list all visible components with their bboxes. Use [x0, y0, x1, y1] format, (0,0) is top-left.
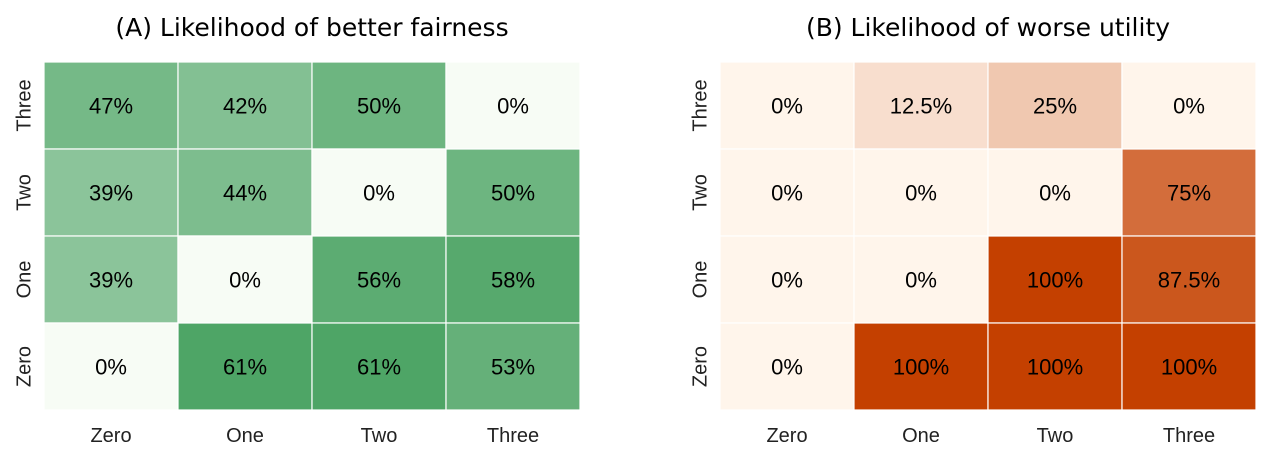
cell-value-label: 100% — [1027, 355, 1083, 380]
heatmap-panel-a: (A) Likelihood of better fairness 47% 42% 5… — [13, 13, 581, 447]
y-tick-label: Two — [689, 174, 711, 211]
cell-value-label: 0% — [1039, 181, 1071, 206]
y-tick-label: One — [13, 261, 35, 299]
x-tick-label: Two — [361, 425, 398, 447]
cell-value-label: 61% — [223, 355, 267, 380]
cell-value-label: 0% — [771, 181, 803, 206]
heatmap-cell — [853, 148, 989, 237]
cell-value-label: 0% — [1173, 94, 1205, 119]
heatmap-cell — [987, 61, 1123, 150]
heatmap-cell — [43, 322, 179, 411]
heatmap-cell — [445, 322, 581, 411]
heatmap-cell — [177, 61, 313, 150]
x-tick-label: One — [902, 425, 940, 447]
heatmap-panel-b: (B) Likelihood of worse utility 0% 12.5% 25… — [689, 13, 1257, 447]
cell-value-label: 0% — [771, 268, 803, 293]
cell-value-label: 53% — [491, 355, 535, 380]
cell-value-label: 0% — [905, 268, 937, 293]
cell-value-label: 75% — [1167, 181, 1211, 206]
x-tick-label: Zero — [90, 425, 131, 447]
y-tick-label: Zero — [689, 346, 711, 387]
cell-value-label: 56% — [357, 268, 401, 293]
heatmap-cell — [1121, 235, 1257, 324]
heatmap-cell — [445, 61, 581, 150]
cell-value-label: 0% — [905, 181, 937, 206]
chart-title: (A) Likelihood of better fairness — [115, 13, 508, 42]
heatmap-cell — [987, 322, 1123, 411]
y-tick-label: Three — [13, 79, 35, 131]
cell-value-label: 61% — [357, 355, 401, 380]
y-tick-label: Zero — [13, 346, 35, 387]
cell-value-label: 47% — [89, 94, 133, 119]
heatmap-cell — [719, 148, 855, 237]
cell-value-label: 39% — [89, 181, 133, 206]
x-tick-label: Two — [1037, 425, 1074, 447]
heatmap-cell — [853, 61, 989, 150]
heatmap-cell — [1121, 61, 1257, 150]
heatmap-cell — [1121, 322, 1257, 411]
heatmap-cell — [177, 148, 313, 237]
cell-value-label: 0% — [497, 94, 529, 119]
chart-title: (B) Likelihood of worse utility — [806, 13, 1170, 42]
heatmap-cell — [987, 148, 1123, 237]
cell-value-label: 0% — [363, 181, 395, 206]
x-tick-label: One — [226, 425, 264, 447]
x-tick-label: Three — [487, 425, 539, 447]
heatmap-cell — [719, 322, 855, 411]
cell-value-label: 42% — [223, 94, 267, 119]
cell-value-label: 0% — [771, 355, 803, 380]
cell-value-label: 50% — [357, 94, 401, 119]
y-tick-label: Three — [689, 79, 711, 131]
heatmap-cell — [43, 61, 179, 150]
heatmap-cell — [177, 322, 313, 411]
heatmap-cell — [719, 61, 855, 150]
cell-value-label: 25% — [1033, 94, 1077, 119]
cell-value-label: 87.5% — [1158, 268, 1220, 293]
cell-value-label: 0% — [95, 355, 127, 380]
cell-value-label: 0% — [771, 94, 803, 119]
cell-value-label: 44% — [223, 181, 267, 206]
cell-value-label: 100% — [1161, 355, 1217, 380]
cell-value-label: 100% — [1027, 268, 1083, 293]
y-tick-label: One — [689, 261, 711, 299]
cell-value-label: 100% — [893, 355, 949, 380]
heatmap-cell — [311, 61, 447, 150]
y-tick-label: Two — [13, 174, 35, 211]
heatmap-cell — [177, 235, 313, 324]
heatmap-cell — [1121, 148, 1257, 237]
heatmap-cell — [445, 148, 581, 237]
x-tick-label: Three — [1163, 425, 1215, 447]
heatmap-cell — [719, 235, 855, 324]
heatmap-cell — [987, 235, 1123, 324]
cell-value-label: 39% — [89, 268, 133, 293]
cell-value-label: 12.5% — [890, 94, 952, 119]
cell-value-label: 0% — [229, 268, 261, 293]
cell-value-label: 50% — [491, 181, 535, 206]
x-tick-label: Zero — [766, 425, 807, 447]
cell-value-label: 58% — [491, 268, 535, 293]
heatmap-cell — [445, 235, 581, 324]
heatmap-cell — [311, 322, 447, 411]
heatmap-cell — [43, 148, 179, 237]
